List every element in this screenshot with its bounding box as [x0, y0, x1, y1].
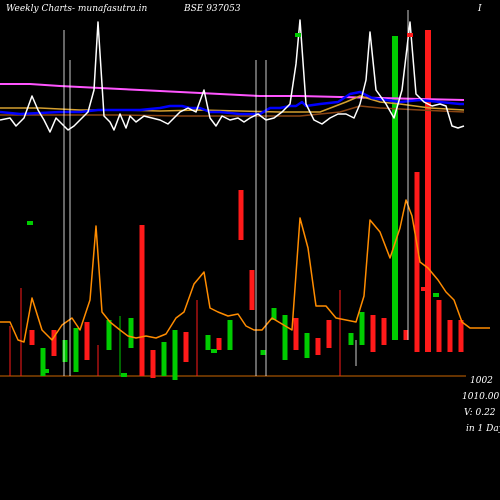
volume-bar: [315, 338, 321, 355]
volume-bar: [282, 315, 288, 360]
volume-bar: [392, 36, 398, 340]
volume-bar: [403, 330, 409, 340]
signal-marker: [121, 373, 127, 377]
signal-marker: [433, 293, 439, 297]
volume-bar: [172, 330, 178, 380]
volume-bar: [359, 312, 365, 345]
volume-bar: [260, 350, 266, 355]
signal-marker: [407, 33, 413, 37]
period-readout: in 1 Days: [466, 424, 500, 434]
volume-bar: [425, 30, 431, 352]
volume-bar: [326, 320, 332, 348]
volume-bar: [447, 320, 453, 352]
volume-bar: [51, 330, 57, 356]
volume-bar: [271, 308, 277, 320]
volume-bar: [381, 318, 387, 345]
ma-long-line: [0, 105, 465, 117]
volume-bar: [139, 225, 145, 376]
volume-bar: [205, 335, 211, 350]
volume-bar: [238, 190, 244, 240]
volume-bar: [128, 318, 134, 348]
volume-bar: [84, 322, 90, 360]
volume-bar: [183, 332, 189, 362]
signal-marker: [27, 221, 33, 225]
volume-readout: V: 0.22: [464, 408, 496, 418]
volume-bar: [73, 328, 79, 372]
price-readout: 1010.00: [462, 392, 500, 402]
volume-bar: [436, 300, 442, 352]
price-line: [0, 19, 465, 133]
signal-marker: [421, 287, 427, 291]
volume-bar: [370, 315, 376, 352]
volume-bar: [293, 318, 299, 350]
volume-bar: [29, 330, 35, 345]
volume-bar: [216, 338, 222, 350]
volume-bar: [150, 350, 156, 378]
symbol-label: BSE 937053: [184, 4, 241, 14]
volume-bar: [414, 172, 420, 352]
volume-bar: [106, 320, 112, 350]
volume-bar: [304, 333, 310, 358]
volume-bar: [62, 340, 68, 362]
volume-bar: [249, 270, 255, 310]
signal-marker: [295, 33, 301, 37]
header-right-label: I: [478, 4, 482, 14]
price-axis-label: 1002: [470, 376, 493, 386]
volume-bar: [40, 348, 46, 376]
signal-marker: [211, 349, 217, 353]
site-name: - munafasutra.in: [72, 4, 148, 14]
signal-marker: [43, 369, 49, 373]
ma-fast-line: [0, 90, 464, 116]
volume-bar: [161, 342, 167, 376]
volume-bar: [458, 320, 464, 352]
volume-ma-line: [0, 199, 490, 343]
volume-bar: [227, 320, 233, 350]
chart-title: Weekly Charts: [6, 4, 73, 14]
volume-bar: [348, 333, 354, 345]
